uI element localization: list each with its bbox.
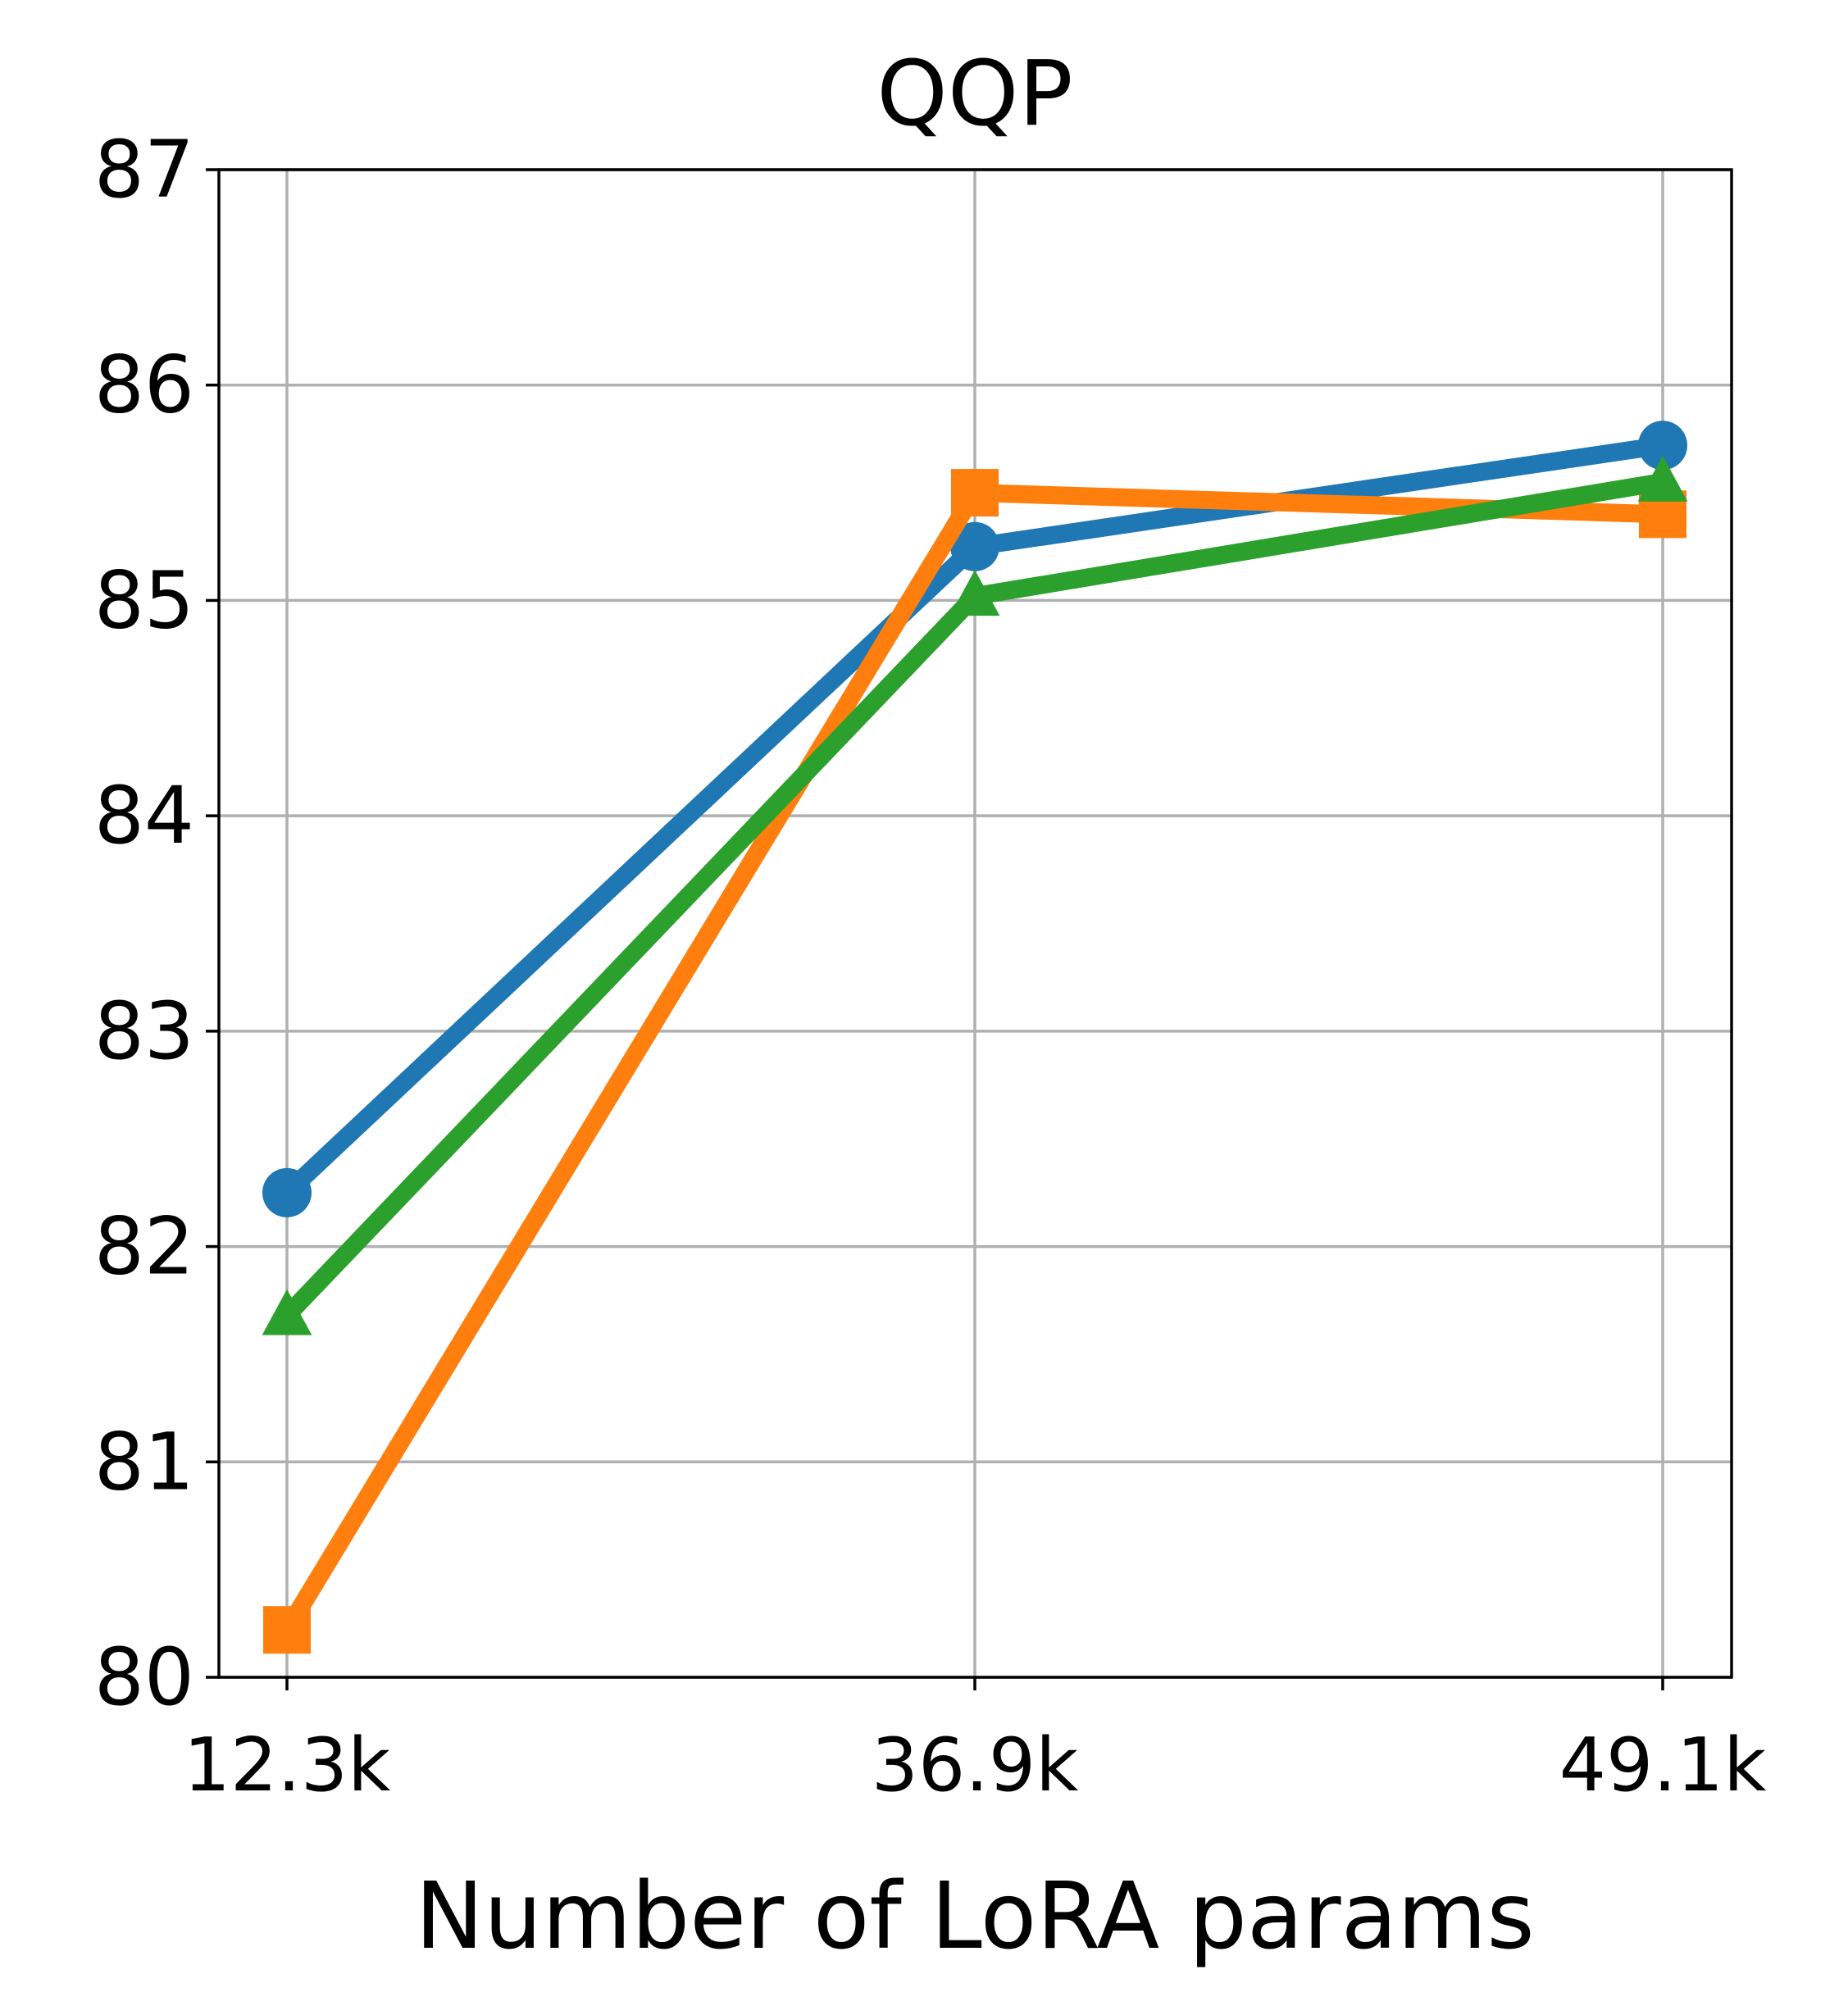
- data-point-triangle: [1637, 455, 1688, 502]
- x-tick-label: 36.9k: [872, 1722, 1079, 1808]
- y-tick-label: 84: [94, 770, 194, 862]
- data-point-square: [263, 1606, 311, 1654]
- data-point-circle: [1638, 421, 1687, 471]
- y-tick-label: 80: [94, 1631, 194, 1723]
- data-point-circle: [950, 521, 999, 571]
- y-tick-label: 85: [94, 554, 194, 646]
- ticks: 80 81 82 83 84 85 86 87 12.3k 36.9k 49.1k: [94, 124, 1766, 1808]
- chart-title: QQP: [876, 41, 1073, 146]
- y-tick-label: 81: [94, 1416, 194, 1508]
- y-tick-label: 87: [94, 124, 194, 216]
- x-axis-label: Number of LoRA params: [415, 1863, 1534, 1970]
- data-point-circle: [262, 1167, 312, 1217]
- x-tick-label: 12.3k: [184, 1722, 391, 1808]
- x-tick-label: 49.1k: [1559, 1722, 1767, 1808]
- data-point-triangle: [262, 1289, 312, 1335]
- data-point-square: [951, 469, 999, 517]
- y-tick-label: 86: [94, 339, 194, 431]
- series-layer: [262, 421, 1688, 1654]
- y-tick-label: 83: [94, 985, 194, 1077]
- data-point-triangle: [949, 570, 1000, 616]
- y-tick-label: 82: [94, 1201, 194, 1293]
